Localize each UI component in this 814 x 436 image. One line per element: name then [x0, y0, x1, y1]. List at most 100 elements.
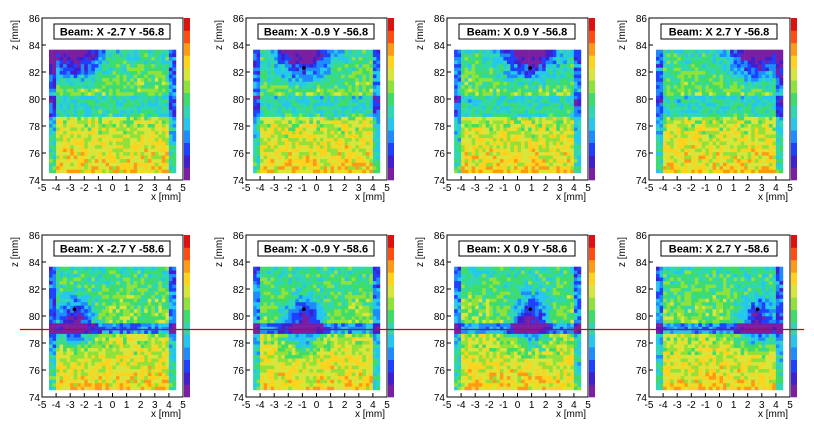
heatmap-cell [365, 56, 370, 61]
heatmap-cell [313, 102, 317, 107]
heatmap-cell [506, 151, 511, 156]
heatmap-cell [478, 95, 483, 100]
heatmap-cell [49, 169, 53, 174]
heatmap-cell [570, 60, 575, 65]
heatmap-cell [52, 137, 57, 142]
heatmap-cell [80, 137, 85, 142]
heatmap-cell [680, 148, 685, 153]
heatmap-cell [691, 162, 696, 167]
heatmap-cell [144, 60, 149, 65]
heatmap-cell [344, 158, 349, 163]
heatmap-cell [708, 144, 713, 149]
heatmap-cell [468, 109, 472, 114]
heatmap-cell [570, 102, 575, 107]
heatmap-cell [496, 134, 501, 139]
heatmap-cell [130, 127, 134, 132]
heatmap-cell [302, 144, 307, 149]
heatmap-cell [514, 158, 518, 163]
heatmap-cell [91, 144, 96, 149]
heatmap-cell [740, 95, 745, 100]
heatmap-cell [677, 162, 682, 167]
heatmap-cell [517, 127, 522, 132]
heatmap-cell [680, 113, 685, 117]
heatmap-cell [376, 88, 381, 93]
heatmap-cell [137, 77, 142, 82]
heatmap-cell [263, 155, 268, 160]
heatmap-cell [130, 53, 134, 58]
heatmap-cell [517, 165, 522, 170]
heatmap-cell [726, 74, 731, 79]
heatmap-cell [327, 137, 331, 142]
heatmap-cell [133, 116, 138, 121]
heatmap-cell [723, 144, 727, 149]
heatmap-cell [666, 165, 671, 170]
heatmap-cell [281, 63, 286, 68]
heatmap-cell [144, 148, 149, 153]
heatmap-cell [524, 60, 529, 65]
heatmap-cell [556, 130, 561, 135]
heatmap-cell [168, 53, 173, 58]
heatmap-cell [270, 162, 275, 167]
heatmap-cell [524, 77, 529, 82]
heatmap-cell [70, 144, 75, 149]
heatmap-cell [708, 95, 713, 100]
heatmap-cell [499, 102, 504, 107]
heatmap-cell [372, 169, 377, 174]
heatmap-cell [66, 53, 71, 58]
palette-step [184, 80, 190, 94]
heatmap-cell [517, 123, 522, 128]
heatmap-cell [464, 53, 469, 58]
heatmap-cell [730, 148, 734, 153]
heatmap-cell [126, 158, 131, 163]
heatmap-cell [372, 151, 377, 156]
heatmap-cell [464, 56, 469, 61]
heatmap-cell [461, 102, 465, 107]
heatmap-cell [66, 99, 71, 103]
heatmap-cell [362, 130, 367, 135]
heatmap-cell [559, 53, 564, 58]
heatmap-cell [151, 165, 156, 170]
heatmap-cell [295, 99, 300, 103]
heatmap-cell [563, 106, 568, 110]
heatmap-cell [80, 95, 85, 100]
heatmap-cell [116, 155, 120, 160]
heatmap-cell [535, 144, 539, 149]
heatmap-cell [358, 109, 363, 114]
heatmap-cell [168, 102, 173, 107]
heatmap-cell [716, 120, 720, 124]
heatmap-cell [694, 148, 699, 153]
heatmap-cell [573, 77, 578, 82]
heatmap-cell [723, 148, 727, 153]
heatmap-cell [478, 106, 483, 110]
heatmap-cell [666, 134, 671, 139]
heatmap-cell [464, 130, 469, 135]
heatmap-cell [549, 81, 554, 86]
heatmap-cell [77, 67, 82, 72]
heatmap-cell [684, 99, 689, 103]
heatmap-cell [337, 141, 342, 146]
heatmap-cell [288, 144, 293, 149]
heatmap-cell [109, 158, 113, 163]
heatmap-cell [355, 113, 360, 117]
heatmap-cell [698, 102, 703, 107]
heatmap-cell [663, 137, 667, 142]
heatmap-cell [744, 158, 749, 163]
heatmap-cell [506, 148, 511, 153]
heatmap-cell [309, 137, 314, 142]
heatmap-cell [496, 165, 501, 170]
heatmap-cell [291, 77, 296, 82]
heatmap-cell [517, 99, 522, 103]
heatmap-cell [137, 67, 142, 72]
heatmap-cell [475, 120, 480, 124]
heatmap-cell [556, 53, 561, 58]
heatmap-cell [499, 92, 504, 96]
heatmap-cell [723, 113, 727, 117]
heatmap-cell [116, 74, 120, 79]
heatmap-cell [369, 141, 374, 146]
heatmap-cell [670, 70, 674, 75]
heatmap-cell [313, 67, 317, 72]
heatmap-cell [351, 84, 356, 89]
heatmap-cell [137, 137, 142, 142]
heatmap-cell [105, 148, 110, 153]
heatmap-cell [758, 151, 763, 156]
